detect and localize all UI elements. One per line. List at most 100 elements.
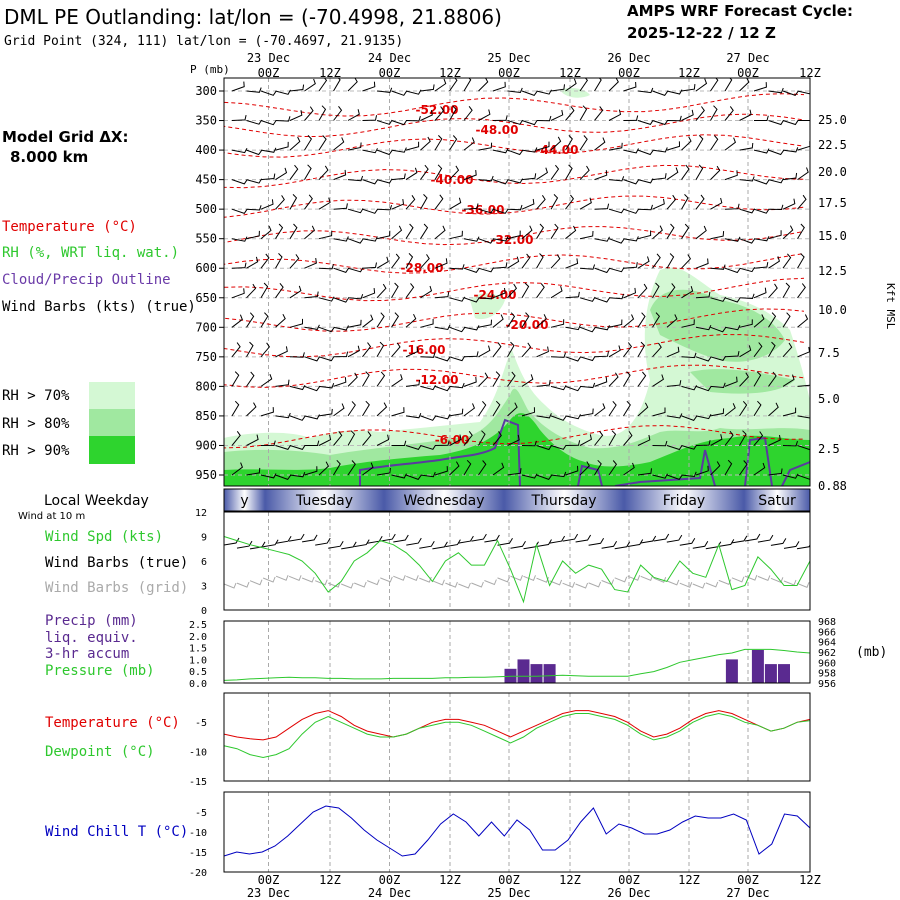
wind-barb bbox=[434, 164, 443, 180]
wind-barb bbox=[449, 434, 462, 446]
grid-wind-barb bbox=[406, 575, 419, 581]
wind-barb bbox=[275, 282, 284, 299]
wind-barb bbox=[449, 230, 463, 240]
wind-barb bbox=[797, 384, 810, 387]
wind-barb bbox=[724, 324, 741, 331]
wind-barb bbox=[681, 164, 690, 180]
pressure-tick-label: 300 bbox=[195, 84, 217, 98]
wind-barb bbox=[449, 408, 464, 417]
grid-wind-barb bbox=[783, 579, 797, 586]
wind-barb bbox=[536, 167, 548, 181]
wind-barb bbox=[724, 297, 741, 303]
wind-barb bbox=[753, 287, 767, 299]
axis-tick-label: -5 bbox=[195, 808, 207, 819]
wind-barb bbox=[768, 256, 780, 269]
precip-legend: Precip (mm) bbox=[45, 613, 138, 629]
wind-barb bbox=[391, 282, 399, 299]
wind-barb bbox=[231, 288, 245, 299]
grid-wind-barb bbox=[562, 582, 576, 588]
wind-barb bbox=[695, 291, 711, 299]
pressure-tick-label: 500 bbox=[195, 202, 217, 216]
wind-barb bbox=[260, 147, 277, 153]
weekday-label: Satur bbox=[758, 493, 796, 509]
wind-barb bbox=[449, 135, 458, 151]
wind-barb bbox=[666, 445, 683, 451]
wind-barbs-grid-legend: Wind Barbs (grid) bbox=[45, 580, 188, 596]
pressure-legend: Pressure (mb) bbox=[45, 663, 155, 679]
bottom-date-label: 25 Dec bbox=[487, 886, 530, 900]
wind-barb bbox=[231, 400, 240, 417]
wind-barb bbox=[318, 356, 335, 362]
bottom-time-label: 12Z bbox=[319, 873, 341, 887]
wind-barb bbox=[507, 371, 516, 387]
wind-barb bbox=[710, 165, 721, 180]
top-time-label: 00Z bbox=[258, 66, 280, 80]
wind-barb bbox=[782, 473, 799, 479]
pressure-tick-label: 700 bbox=[195, 320, 217, 334]
wind-barb bbox=[449, 461, 460, 476]
wind-barb bbox=[666, 141, 681, 151]
wind-barb bbox=[434, 194, 444, 210]
wind-barb bbox=[434, 258, 448, 269]
wind-barb bbox=[492, 148, 509, 154]
wind-barb bbox=[565, 258, 579, 269]
wind-barb bbox=[753, 431, 764, 446]
wind-barb bbox=[463, 106, 473, 121]
surface-wind-barb bbox=[406, 537, 422, 546]
wind-barb bbox=[507, 87, 523, 94]
wind-barb bbox=[724, 170, 738, 181]
surface-wind-barb bbox=[601, 541, 618, 549]
wind-barb bbox=[594, 236, 610, 242]
wind-barb bbox=[666, 223, 675, 239]
wind-barb bbox=[318, 326, 335, 333]
axis-tick-label: 1.5 bbox=[189, 644, 207, 655]
axis-tick-label: -10 bbox=[189, 748, 207, 759]
top-date-label: 23 Dec bbox=[247, 51, 290, 65]
wind-barb bbox=[782, 172, 798, 181]
wind-barb bbox=[681, 415, 698, 422]
wind-barb bbox=[579, 382, 596, 389]
wind-barb bbox=[405, 141, 420, 151]
surface-wind-barb bbox=[263, 539, 279, 548]
axis-tick-label: 958 bbox=[818, 669, 836, 680]
wind-barb bbox=[478, 400, 487, 417]
wind-barb bbox=[478, 175, 494, 182]
wind-barb bbox=[681, 84, 696, 92]
weekday-label: Tuesday bbox=[295, 493, 353, 509]
bottom-time-label: 12Z bbox=[799, 873, 821, 887]
surface-wind-barb bbox=[549, 535, 566, 544]
rh90-swatch bbox=[89, 436, 135, 464]
wind-barb bbox=[275, 346, 288, 358]
wind-barb bbox=[739, 372, 750, 387]
axis-tick-label: 6 bbox=[201, 557, 207, 568]
wind-barb bbox=[739, 345, 752, 358]
wind-barb bbox=[710, 105, 718, 121]
grid-wind-barb bbox=[575, 582, 589, 589]
wind-barb bbox=[391, 199, 405, 210]
top-time-label: 12Z bbox=[799, 66, 821, 80]
wind-barb bbox=[275, 167, 288, 181]
weekday-cell bbox=[384, 489, 504, 511]
wind-barb bbox=[434, 135, 443, 151]
wind-barb bbox=[333, 267, 350, 273]
dewpoint-line bbox=[223, 712, 811, 759]
pressure-tick-label: 550 bbox=[195, 232, 217, 246]
wind-barb bbox=[391, 253, 400, 269]
wind-barb bbox=[434, 291, 450, 299]
wind-barb bbox=[753, 179, 770, 185]
wind-barb bbox=[405, 89, 422, 95]
wind-barb bbox=[623, 208, 640, 214]
wind-barb bbox=[507, 149, 524, 156]
wind-barb bbox=[536, 253, 544, 269]
wind-barb bbox=[347, 430, 356, 446]
wind-barb bbox=[608, 400, 617, 417]
wind-barb bbox=[231, 147, 248, 154]
surface-wind-barb bbox=[458, 535, 474, 544]
grid-wind-barb bbox=[328, 581, 341, 588]
wind-barb bbox=[594, 137, 606, 151]
bottom-time-axis: 00Z 12Z 00Z 12Z 00Z 12Z 00Z 12Z 00Z 12Z 23 Dec 24 D… bbox=[247, 873, 821, 900]
precip-bar bbox=[517, 659, 530, 683]
grid-wind-barb bbox=[679, 582, 693, 588]
wind-barb bbox=[681, 352, 697, 359]
wind-chill-panel: -5 -10 -15 -20 bbox=[189, 791, 811, 879]
